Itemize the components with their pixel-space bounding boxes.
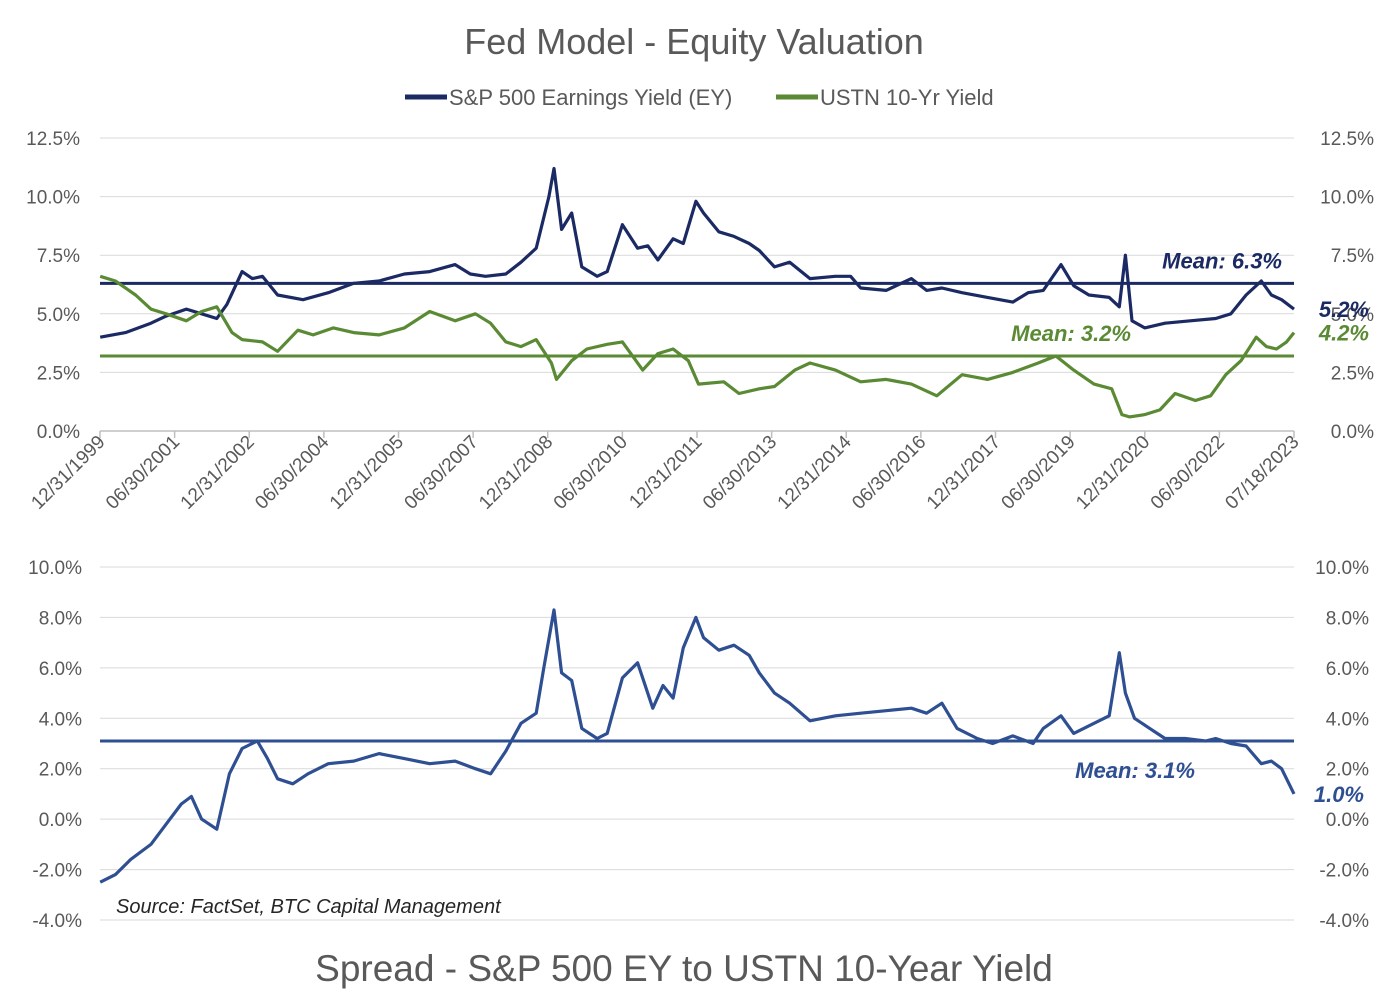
top-x-tick-label: 12/31/2005 [326,432,408,514]
legend-label-ust: USTN 10-Yr Yield [820,85,994,110]
top-y-tick-left: 0.0% [37,422,80,443]
top-x-tick-label: 12/31/2002 [177,432,259,514]
bottom-annotations: Mean: 3.1% 1.0% [1075,758,1364,807]
top-y-tick-right: 2.5% [1331,363,1374,384]
top-x-tick-label: 06/30/2010 [550,432,632,514]
bottom-y-axis-left: -4.0% -2.0% 0.0% 2.0% 4.0% 6.0% 8.0% 10.0% [28,558,82,932]
bottom-y-tick-right: 8.0% [1326,608,1369,629]
top-x-tick-label: 06/30/2022 [1147,432,1229,514]
bottom-y-tick-left: 8.0% [39,608,82,629]
last-value-label: 5.2% [1319,297,1369,322]
spread-mean-label: Mean: 3.1% [1075,758,1195,783]
top-x-tick-label: 06/30/2007 [401,432,483,514]
bottom-series [99,608,1296,884]
top-y-tick-left: 10.0% [26,188,80,209]
top-mean-lines [100,281,1294,358]
top-y-tick-right: 7.5% [1331,246,1374,267]
mean-label: Mean: 3.2% [1011,321,1131,346]
bottom-y-tick-right: 4.0% [1326,709,1369,730]
bottom-y-tick-left: 10.0% [28,558,82,579]
bottom-y-tick-right: -2.0% [1319,861,1369,882]
spread-series-line [99,608,1296,884]
top-y-axis-right: 0.0% 2.5% 5.0% 7.5% 10.0% 12.5% [1320,129,1374,443]
top-y-tick-right: 0.0% [1331,422,1374,443]
top-x-tick-label: 12/31/2020 [1072,432,1154,514]
top-y-tick-left: 7.5% [37,246,80,267]
bottom-y-tick-left: -4.0% [32,911,82,932]
top-annotations: Mean: 6.3% Mean: 3.2% 5.2%4.2% [1011,248,1369,346]
bottom-y-tick-right: -4.0% [1319,911,1369,932]
top-x-tick-label: 12/31/2014 [774,431,856,513]
top-y-tick-right: 12.5% [1320,129,1374,150]
top-x-tick-label: 06/30/2016 [848,432,930,514]
ey-series-line [99,166,1295,339]
top-x-tick-label: 12/31/2008 [475,432,557,514]
bottom-y-axis-right: -4.0% -2.0% 0.0% 2.0% 4.0% 6.0% 8.0% 10.0% [1315,558,1369,932]
bottom-y-tick-right: 6.0% [1326,659,1369,680]
bottom-y-tick-right: 0.0% [1326,810,1369,831]
top-gridlines [100,137,1294,373]
top-x-tick-label: 06/30/2013 [699,432,781,514]
chart-title: Fed Model - Equity Valuation [464,21,924,62]
top-x-tick-label: 06/30/2004 [251,431,333,513]
bottom-title: Spread - S&P 500 EY to USTN 10-Year Yiel… [315,948,1053,989]
top-x-tick-label: 12/31/2011 [625,432,706,513]
legend: S&P 500 Earnings Yield (EY) USTN 10-Yr Y… [405,85,994,110]
bottom-y-tick-left: 6.0% [39,659,82,680]
mean-label: Mean: 6.3% [1162,248,1282,273]
top-y-tick-right: 10.0% [1320,188,1374,209]
top-y-tick-right: 5.0% [1331,305,1374,326]
bottom-y-tick-left: 0.0% [39,810,82,831]
bottom-y-tick-right: 10.0% [1315,558,1369,579]
spread-last-value-label: 1.0% [1314,782,1364,807]
top-y-axis-left: 0.0% 2.5% 5.0% 7.5% 10.0% 12.5% [26,129,80,443]
top-y-tick-left: 12.5% [26,129,80,150]
last-value-label: 4.2% [1318,321,1369,346]
top-x-tick-label: 06/30/2019 [998,432,1080,514]
bottom-y-tick-right: 2.0% [1326,760,1369,781]
bottom-y-tick-left: 2.0% [39,760,82,781]
top-x-tick-label: 12/31/1999 [27,432,109,514]
top-series [99,166,1296,419]
top-x-tick-label: 06/30/2001 [102,432,184,514]
top-x-axis [99,430,1295,438]
top-y-tick-left: 5.0% [37,305,80,326]
top-x-tick-label: 07/18/2023 [1221,432,1303,514]
top-y-tick-left: 2.5% [37,363,80,384]
top-x-tick-labels: 12/31/199906/30/200112/31/200206/30/2004… [27,431,1303,513]
legend-label-ey: S&P 500 Earnings Yield (EY) [449,85,732,110]
ust-series-line [99,274,1296,419]
bottom-gridlines [100,566,1294,921]
top-x-tick-label: 12/31/2017 [923,432,1005,514]
source-note: Source: FactSet, BTC Capital Management [116,896,502,918]
bottom-y-tick-left: -2.0% [32,861,82,882]
bottom-y-tick-left: 4.0% [39,709,82,730]
